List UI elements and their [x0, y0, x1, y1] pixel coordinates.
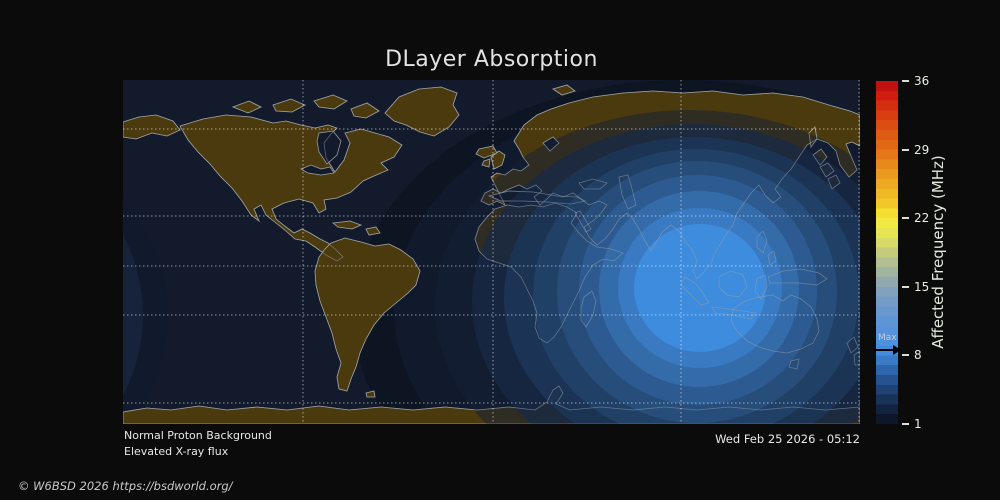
world-map [123, 80, 860, 424]
colorbar-tick-mark [902, 80, 909, 82]
colorbar-tick-mark [902, 285, 909, 288]
map-timestamp: Wed Feb 25 2026 - 05:12 [715, 432, 860, 446]
colorbar-tick-mark [902, 148, 909, 151]
max-arrow-icon [874, 344, 901, 355]
max-label: Max [878, 332, 897, 343]
colorbar-tick-mark [902, 354, 909, 357]
colorbar-max-marker: Max [874, 332, 902, 355]
colorbar-tick-mark [902, 423, 909, 425]
status-xray-flux: Elevated X-ray flux [124, 445, 229, 458]
colorbar-axis-label: Affected Frequency (MHz) [929, 155, 947, 349]
colorbar-tick-label: 29 [914, 142, 930, 157]
graticule [123, 80, 860, 424]
absorption-rings [435, 110, 860, 424]
figure-title: DLayer Absorption [385, 47, 598, 72]
colorbar-tick-label: 1 [914, 417, 922, 431]
colorbar-tick-label: 15 [914, 279, 930, 294]
status-proton-background: Normal Proton Background [124, 429, 272, 442]
colorbar-tick-label: 8 [914, 348, 922, 363]
coastline-overlay [123, 84, 860, 424]
copyright-notice: © W6BSD 2026 https://bsdworld.org/ [18, 479, 233, 493]
colorbar-tick-label: 36 [914, 74, 930, 88]
colorbar-tick-mark [902, 217, 909, 220]
colorbar-gradient [876, 81, 898, 424]
colorbar-tick-label: 22 [914, 211, 930, 226]
